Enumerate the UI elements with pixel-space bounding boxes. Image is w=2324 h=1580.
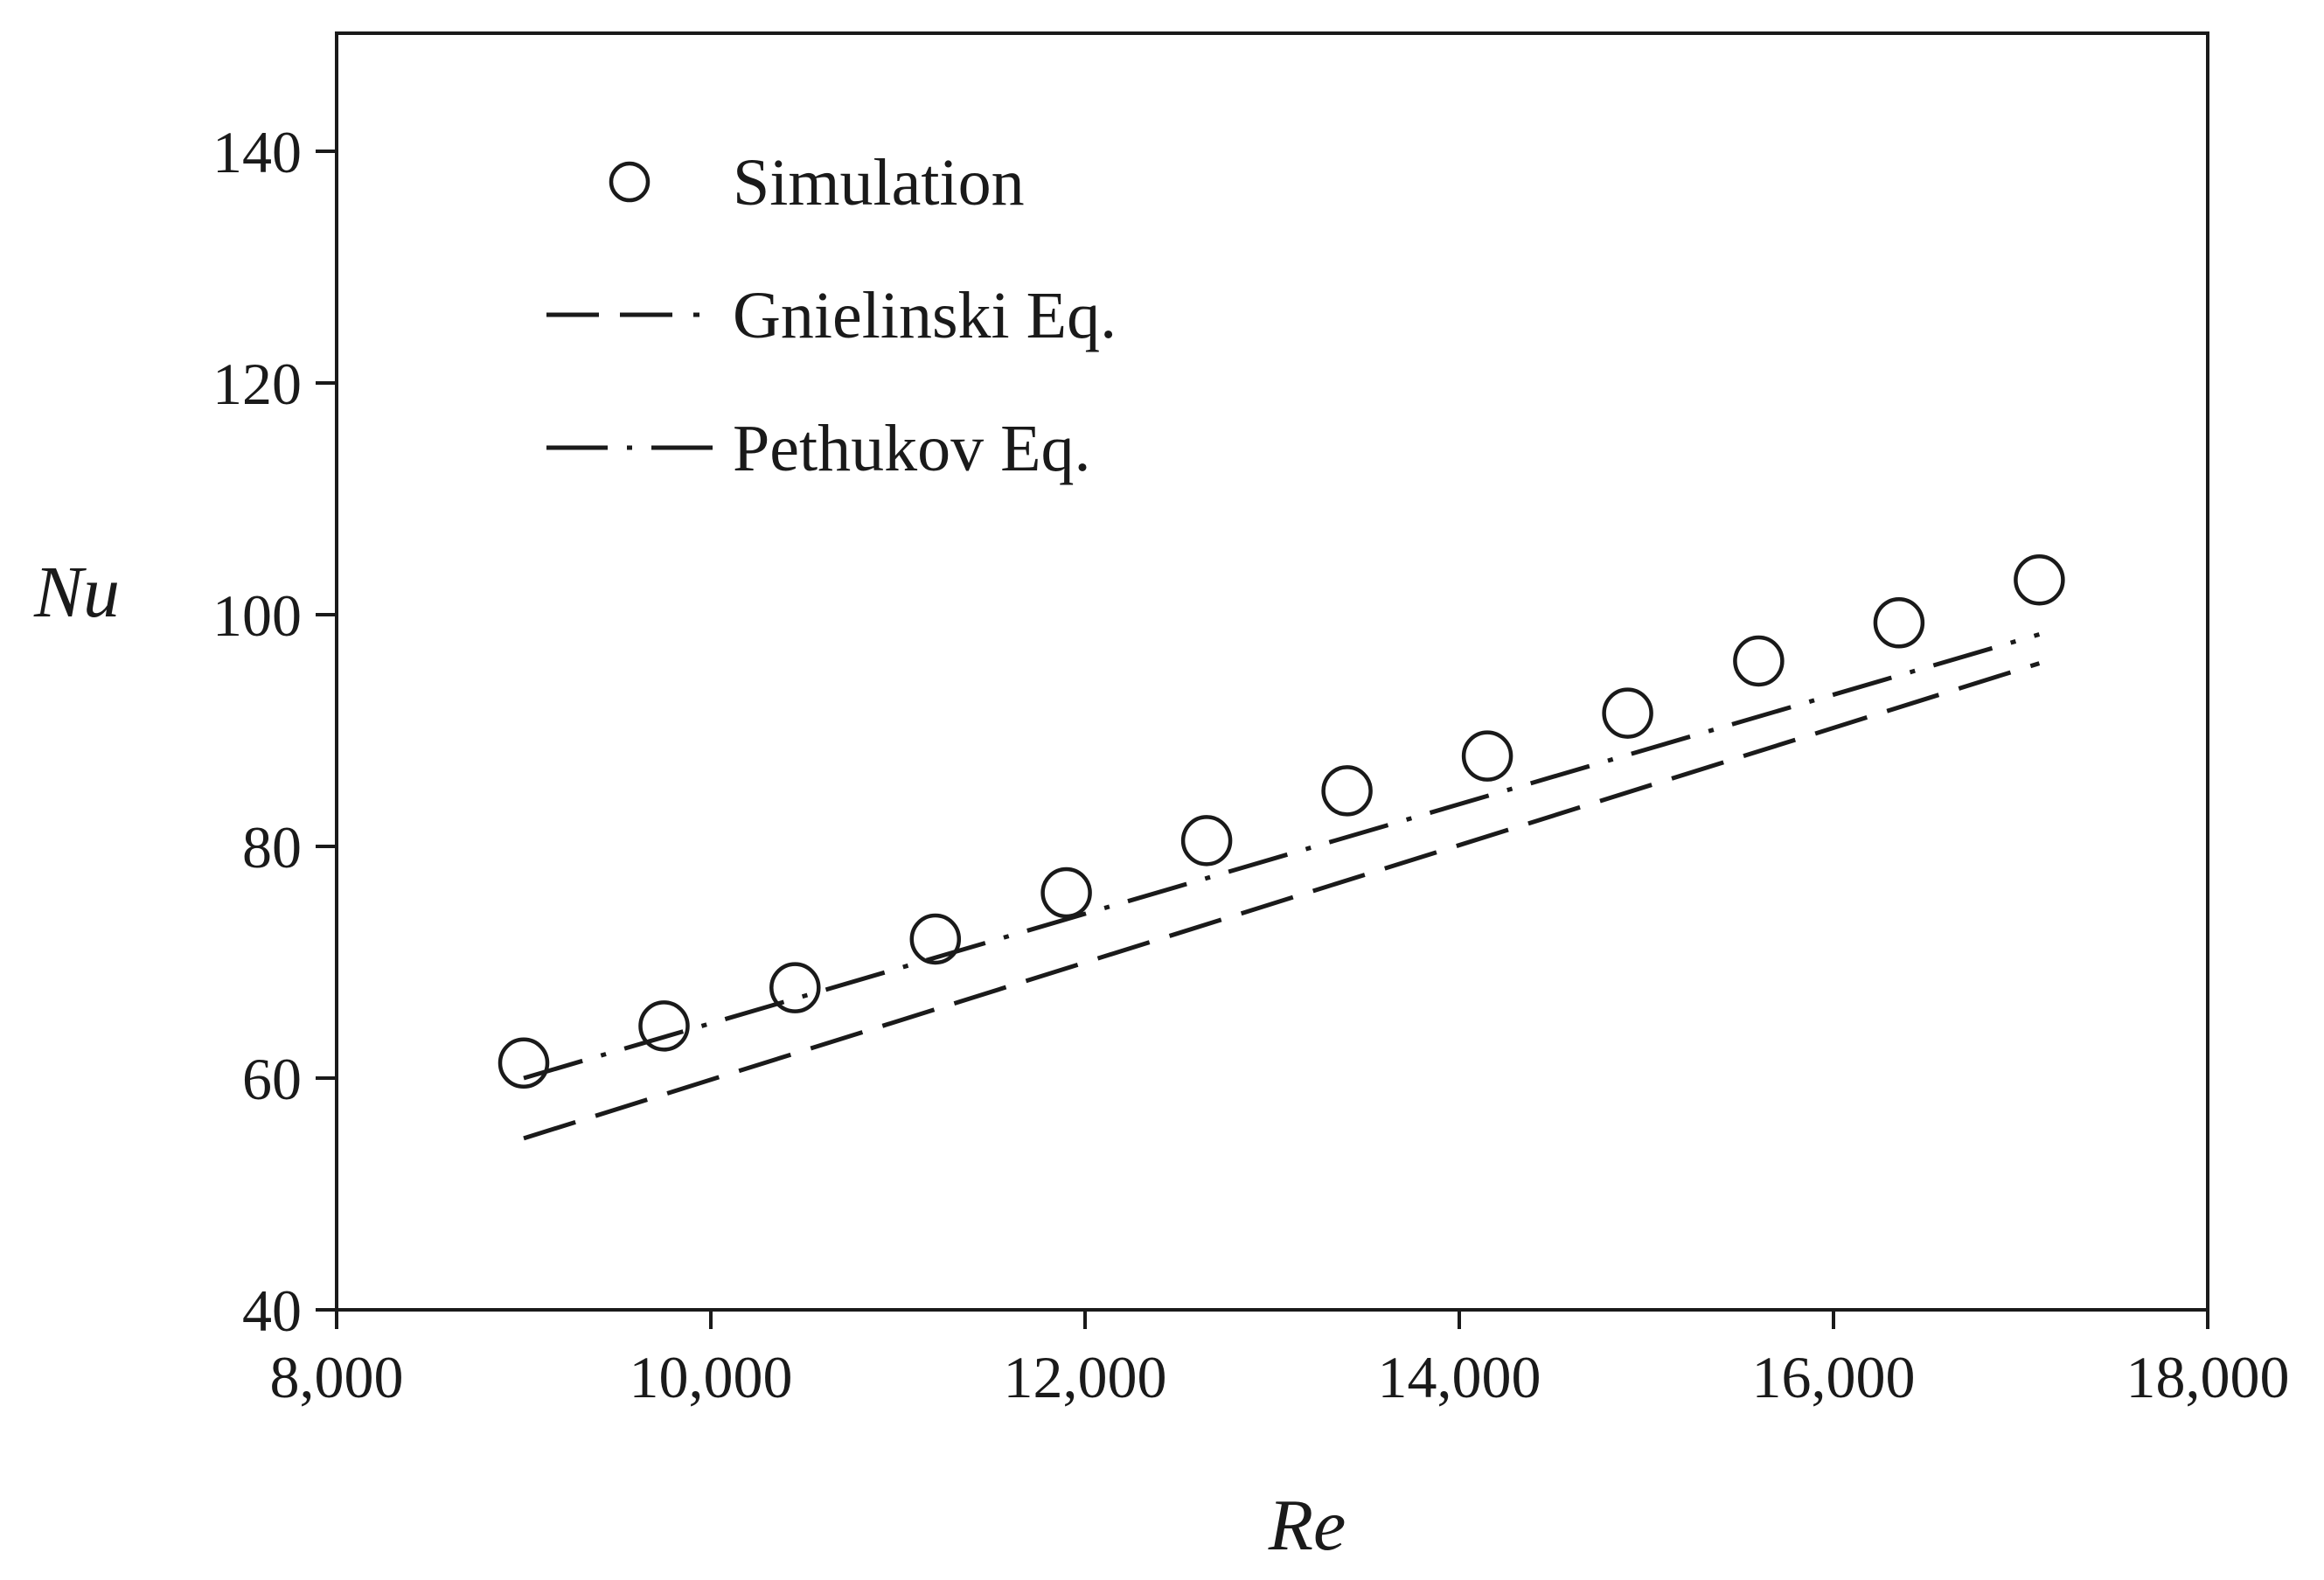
simulation-point <box>909 913 962 965</box>
y-tick-label: 40 <box>242 1277 302 1344</box>
x-tick-label: 8,000 <box>270 1344 404 1410</box>
series-lines <box>523 632 2041 1141</box>
x-tick-label: 10,000 <box>630 1344 793 1410</box>
simulation-point <box>1461 730 1513 782</box>
x-tick-label: 14,000 <box>1378 1344 1541 1410</box>
legend-marker-simulation <box>609 161 651 203</box>
simulation-point <box>1733 635 1785 687</box>
series-line-gnielinski <box>523 661 2041 1141</box>
simulation-point <box>1602 687 1653 739</box>
simulation-point <box>1180 815 1233 867</box>
y-tick-label: 80 <box>242 814 302 880</box>
legend-label-gnielinski: Gnielinski Eq. <box>733 279 1117 352</box>
x-tick-label: 16,000 <box>1752 1344 1916 1410</box>
simulation-point <box>638 1000 690 1052</box>
legend-label-simulation: Simulation <box>733 146 1025 219</box>
legend: Simulation Gnielinski Eq. Pethukov Eq. <box>546 146 1117 485</box>
simulation-point <box>2014 554 2065 606</box>
simulation-point <box>1321 765 1373 817</box>
series-line-pethukov <box>523 632 2041 1081</box>
y-axis-title: Nu <box>33 552 120 633</box>
y-tick-label: 120 <box>212 351 302 417</box>
y-tick-label: 100 <box>212 582 302 649</box>
x-axis-title: Re <box>1268 1485 1346 1566</box>
simulation-point <box>1873 597 1925 649</box>
x-tick-label: 12,000 <box>1004 1344 1167 1410</box>
x-tick-label: 18,000 <box>2126 1344 2290 1410</box>
simulation-point <box>1040 867 1092 919</box>
simulation-point <box>498 1037 550 1089</box>
simulation-points <box>498 554 2065 1089</box>
x-axis-ticks: 8,000 10,000 12,000 14,000 16,000 18,000 <box>270 1310 2290 1410</box>
simulation-point <box>769 962 821 1013</box>
y-tick-label: 140 <box>212 119 302 185</box>
y-tick-label: 60 <box>242 1046 302 1112</box>
plot-area-frame <box>335 31 2209 1312</box>
legend-label-pethukov: Pethukov Eq. <box>733 412 1091 485</box>
y-axis-ticks: 40 60 80 100 120 140 <box>212 119 337 1344</box>
